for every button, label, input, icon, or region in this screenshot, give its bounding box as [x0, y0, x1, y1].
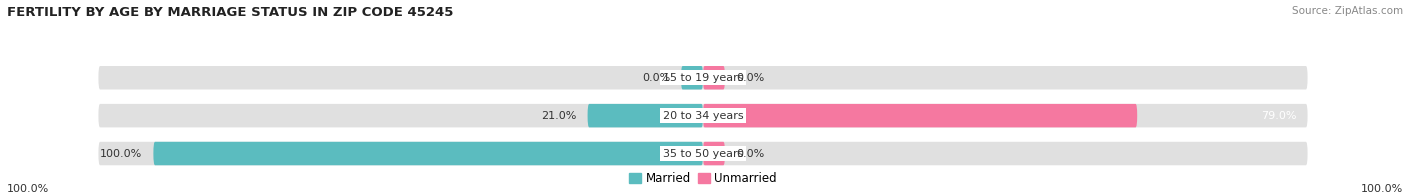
- FancyBboxPatch shape: [98, 142, 1308, 165]
- Text: 0.0%: 0.0%: [735, 73, 765, 83]
- Text: 35 to 50 years: 35 to 50 years: [662, 149, 744, 159]
- Text: 0.0%: 0.0%: [735, 149, 765, 159]
- FancyBboxPatch shape: [588, 104, 703, 127]
- FancyBboxPatch shape: [703, 66, 725, 90]
- Text: 100.0%: 100.0%: [100, 149, 142, 159]
- FancyBboxPatch shape: [98, 66, 1308, 90]
- Text: 100.0%: 100.0%: [7, 184, 49, 194]
- FancyBboxPatch shape: [98, 104, 1308, 127]
- Text: Source: ZipAtlas.com: Source: ZipAtlas.com: [1292, 6, 1403, 16]
- Text: 100.0%: 100.0%: [1361, 184, 1403, 194]
- Text: 0.0%: 0.0%: [641, 73, 671, 83]
- Text: 21.0%: 21.0%: [541, 111, 576, 121]
- FancyBboxPatch shape: [703, 142, 725, 165]
- Text: 20 to 34 years: 20 to 34 years: [662, 111, 744, 121]
- Text: 79.0%: 79.0%: [1261, 111, 1296, 121]
- Text: FERTILITY BY AGE BY MARRIAGE STATUS IN ZIP CODE 45245: FERTILITY BY AGE BY MARRIAGE STATUS IN Z…: [7, 6, 453, 19]
- FancyBboxPatch shape: [703, 104, 1137, 127]
- FancyBboxPatch shape: [153, 142, 703, 165]
- FancyBboxPatch shape: [681, 66, 703, 90]
- Text: 15 to 19 years: 15 to 19 years: [662, 73, 744, 83]
- Legend: Married, Unmarried: Married, Unmarried: [624, 168, 782, 190]
